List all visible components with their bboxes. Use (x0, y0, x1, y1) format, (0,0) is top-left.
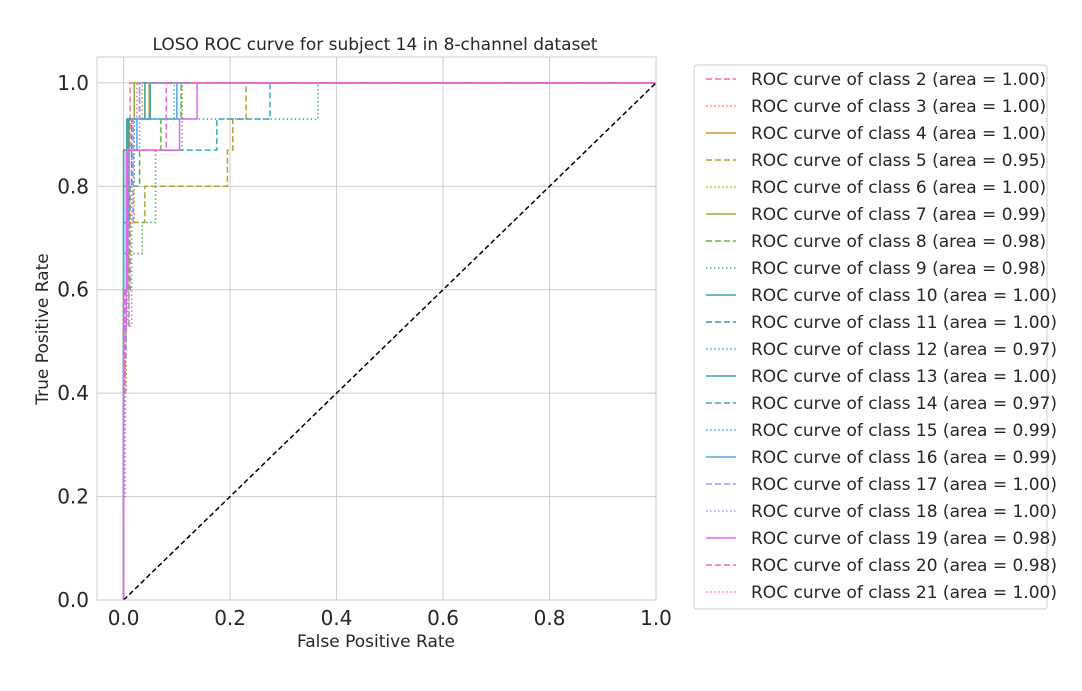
chance-diagonal (123, 82, 657, 601)
x-tick-label: 1.0 (640, 606, 672, 630)
roc-line-8 (122, 82, 656, 600)
tick-labels: 0.0 0.2 0.4 0.6 0.8 1.0 0.0 0.2 0.4 0.6 0.8 1.0 (57, 71, 672, 630)
y-tick-label: 0.0 (57, 588, 89, 612)
legend-label: ROC curve of class 3 (area = 1.00) (751, 97, 1046, 117)
legend-label: ROC curve of class 21 (area = 1.00) (751, 583, 1057, 603)
legend-label: ROC curve of class 6 (area = 1.00) (751, 178, 1046, 198)
legend-label: ROC curve of class 5 (area = 0.95) (751, 151, 1046, 171)
legend-label: ROC curve of class 9 (area = 0.98) (751, 259, 1046, 279)
x-tick-label: 0.8 (534, 606, 566, 630)
legend-label: ROC curve of class 10 (area = 1.00) (751, 286, 1057, 306)
legend-label: ROC curve of class 19 (area = 0.98) (751, 529, 1057, 549)
chart-title: LOSO ROC curve for subject 14 in 8-chann… (153, 35, 598, 55)
y-tick-label: 0.8 (57, 174, 89, 198)
x-tick-label: 0.6 (427, 606, 459, 630)
legend-label: ROC curve of class 4 (area = 1.00) (751, 124, 1046, 144)
grid-lines (97, 57, 657, 601)
y-tick-label: 0.2 (57, 485, 89, 509)
roc-series-lines (122, 82, 656, 600)
legend-label: ROC curve of class 7 (area = 0.99) (751, 205, 1046, 225)
roc-line-7 (122, 82, 656, 600)
legend-label: ROC curve of class 15 (area = 0.99) (751, 421, 1057, 441)
diagonal-line (123, 82, 657, 601)
roc-line-18 (122, 82, 656, 600)
roc-line-14 (122, 82, 656, 600)
legend-label: ROC curve of class 18 (area = 1.00) (751, 502, 1057, 522)
x-tick-label: 0.0 (108, 606, 140, 630)
legend-label: ROC curve of class 11 (area = 1.00) (751, 313, 1057, 333)
legend-label: ROC curve of class 16 (area = 0.99) (751, 448, 1057, 468)
x-tick-label: 0.4 (321, 606, 353, 630)
plot-frame (96, 56, 657, 601)
y-tick-label: 1.0 (57, 71, 89, 95)
y-tick-label: 0.6 (57, 278, 89, 302)
legend-label: ROC curve of class 2 (area = 1.00) (751, 70, 1046, 90)
legend-box (693, 64, 1048, 610)
legend-label: ROC curve of class 20 (area = 0.98) (751, 556, 1057, 576)
y-axis-label: True Positive Rate (33, 253, 53, 405)
roc-line-11 (122, 82, 656, 600)
roc-line-19 (122, 82, 656, 600)
legend-items: ROC curve of class 2 (area = 1.00) ROC cu… (706, 70, 1057, 603)
roc-line-4 (122, 82, 656, 600)
legend-label: ROC curve of class 12 (area = 0.97) (751, 340, 1057, 360)
x-axis-label: False Positive Rate (297, 632, 455, 652)
x-tick-label: 0.2 (214, 606, 246, 630)
legend-label: ROC curve of class 13 (area = 1.00) (751, 367, 1057, 387)
legend: ROC curve of class 2 (area = 1.00) ROC cu… (693, 64, 1057, 610)
legend-label: ROC curve of class 8 (area = 0.98) (751, 232, 1046, 252)
y-tick-label: 0.4 (57, 381, 89, 405)
legend-label: ROC curve of class 17 (area = 1.00) (751, 475, 1057, 495)
legend-label: ROC curve of class 14 (area = 0.97) (751, 394, 1057, 414)
